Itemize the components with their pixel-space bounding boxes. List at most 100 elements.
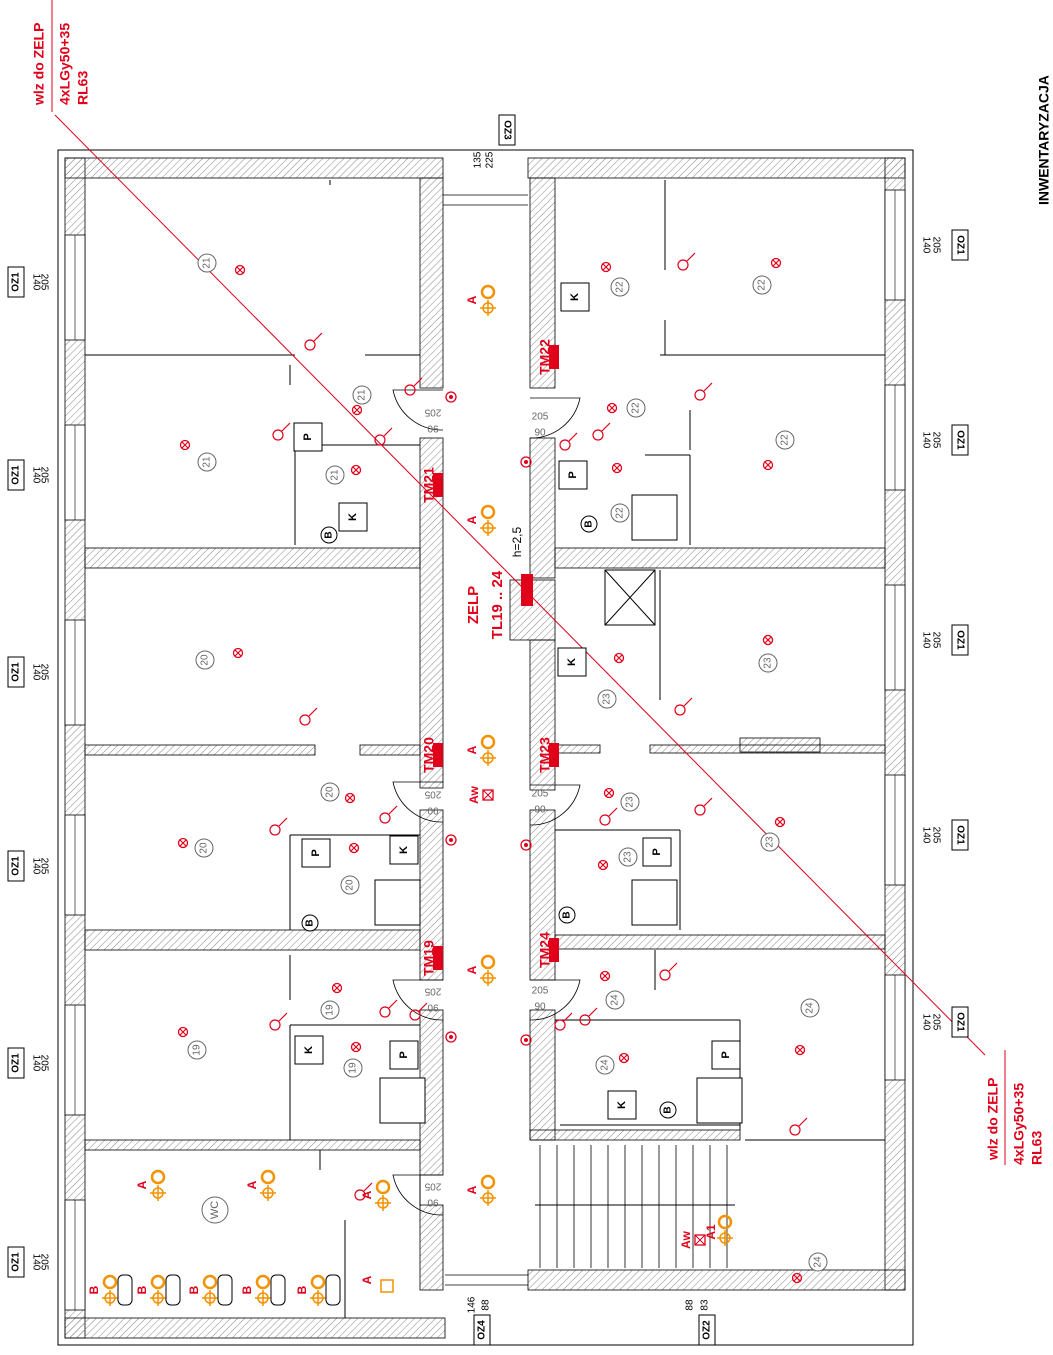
room-marker [195,650,215,670]
light-point [606,402,618,414]
shower [696,1077,743,1124]
appliance-label: P [310,849,322,856]
door-dim: 88 [481,1299,492,1311]
light-point [770,257,782,269]
window-height: 205 [38,274,49,291]
light-point-cross [599,861,607,869]
light-point-cross [352,466,360,474]
toilet [217,1274,233,1306]
socket-inner [449,1035,453,1039]
door-width: 90 [534,428,546,439]
socket [445,834,457,846]
wall [554,934,886,950]
window-tag [951,1006,969,1038]
distribution-box [549,743,559,767]
wall [529,1129,741,1141]
door-swing [392,979,444,1021]
switch [599,814,611,826]
light-point [348,842,360,854]
window-tag [951,819,969,851]
light-point-cross [764,461,772,469]
lamp-label: A [135,1180,149,1189]
lamp-cross [480,300,496,316]
aw-label: Aw [679,1230,693,1248]
shaft-cross [604,569,656,626]
switch-arm [383,427,393,437]
toilet [117,1274,133,1306]
lamp-cross [480,970,496,986]
light-point-cross [179,839,187,847]
window-tag [7,1246,25,1278]
door-height: 205 [424,406,441,417]
window-width: 140 [30,467,41,484]
light-point-cross [602,263,610,271]
appliance-box [560,282,590,312]
window-tag-label: OZ1 [11,1252,22,1272]
cable-label: 4xLGy50+35 [57,23,73,105]
window-width: 140 [30,274,41,291]
appliance-box [338,502,368,532]
appliance-box [389,835,419,865]
wall [649,744,886,754]
room-marker [618,847,638,867]
boiler [320,526,338,544]
light-point-cross [796,1046,804,1054]
room-number: 23 [763,657,774,669]
light-point-cross [236,266,244,274]
wall [84,744,316,756]
room-marker [620,792,640,812]
lamp-ring [150,1274,166,1290]
lamp-ring [310,1274,326,1290]
window-tag-label: OZ1 [11,465,22,485]
lamp-label: B [87,1285,101,1294]
wall [529,437,556,579]
room-marker [325,465,345,485]
light-point-cross [179,1028,187,1036]
window-tag [951,624,969,656]
switch-arm [363,1182,373,1192]
window-width: 140 [920,632,931,649]
window-tag-label: OZ3 [501,120,512,140]
appliance-label: P [567,471,579,478]
room-marker [605,990,625,1010]
lamp-ring [717,1214,733,1230]
cable-label: RL63 [1029,1131,1045,1165]
window-height: 205 [38,858,49,875]
switch [269,1019,281,1031]
room-marker [597,689,617,709]
room-number: 23 [625,796,636,808]
wall [84,1139,421,1151]
light-point [177,837,189,849]
lamp-label: B [187,1285,201,1294]
room-name: WC [209,1201,221,1219]
light-point [350,1041,362,1053]
tm-label: TM19 [421,940,437,976]
window-height: 205 [38,1254,49,1271]
switch-arm [278,1012,288,1022]
lamp-label: A [360,1275,374,1284]
room-marker [800,998,820,1018]
room-marker [760,832,780,852]
distribution-box [433,946,443,970]
wall [884,157,906,1291]
room-number: 20 [200,654,211,666]
distribution-box [549,938,559,962]
window-tag-label: OZ1 [954,1012,965,1032]
switch [579,1014,591,1026]
light-point-cross [352,1043,360,1051]
room-marker [808,1252,828,1272]
socket-inner [449,838,453,842]
window-tag [951,424,969,456]
door-width: 90 [427,804,439,815]
aw-label: Aw [467,785,481,803]
appliance-label: K [303,1046,315,1054]
window-tag [7,459,25,491]
appliance-label: K [566,658,578,666]
lamp-label: A [465,515,479,524]
lamp-label: A [360,1190,374,1199]
room-number: 22 [615,507,626,519]
light-point-cross [620,1054,628,1062]
socket [520,456,532,468]
room-marker [197,253,217,273]
room-number: 21 [330,469,341,481]
